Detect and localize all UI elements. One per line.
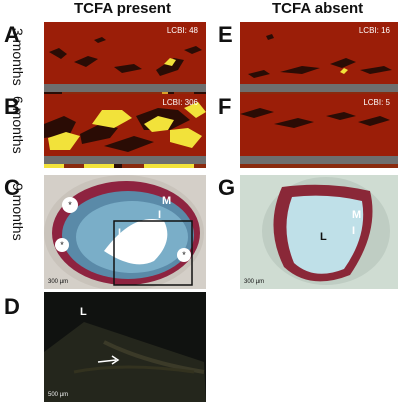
- panel-g-histology: L M I 300 µm: [240, 175, 398, 289]
- panel-d-histology: L 500 µm: [44, 292, 206, 402]
- panel-letter-g: G: [218, 175, 236, 200]
- panel-d-histology-art: [44, 292, 206, 402]
- panel-a-lcbi: LCBI: 48: [166, 26, 198, 35]
- panel-e-lcbi: LCBI: 16: [358, 26, 390, 35]
- svg-text:*: *: [68, 200, 72, 210]
- panel-letter-e: E: [218, 22, 233, 47]
- panel-d-lumen-label: L: [80, 306, 87, 318]
- panel-e-chemogram: LCBI: 16: [240, 22, 398, 96]
- panel-g-media-label: M: [352, 209, 362, 221]
- panel-a-chemogram: LCBI: 48: [44, 22, 206, 96]
- panel-letter-d: D: [4, 294, 20, 319]
- panel-letter-b: B: [4, 94, 20, 119]
- panel-g-histology-art: [262, 177, 390, 285]
- panel-c-lumen-label: L: [118, 227, 125, 239]
- panel-a-chemogram-art: [49, 37, 202, 76]
- panel-c-media-label: M: [162, 195, 172, 207]
- panel-b-scalebar: [44, 156, 206, 168]
- panel-f-chemogram-art: [240, 108, 390, 128]
- panel-c-scale-label: 300 µm: [48, 279, 69, 285]
- panel-d-scale-label: 500 µm: [48, 392, 69, 398]
- panel-f-chemogram: LCBI: 5: [240, 94, 398, 168]
- panel-c-intima-label: I: [158, 209, 162, 221]
- panel-f-lcbi: LCBI: 5: [363, 98, 390, 107]
- panel-letter-a: A: [4, 22, 20, 47]
- header-tcfa-present: TCFA present: [74, 0, 171, 17]
- header-tcfa-absent: TCFA absent: [272, 0, 364, 17]
- svg-text:*: *: [60, 240, 64, 250]
- panel-letter-f: F: [218, 94, 232, 119]
- panel-b-colorstrip-art: [44, 164, 194, 168]
- svg-text:*: *: [182, 250, 186, 260]
- panel-b-chemogram-art: [44, 102, 206, 152]
- panel-f-scalebar: [240, 156, 398, 168]
- panel-letter-c: C: [4, 175, 20, 200]
- panel-b-chemogram: LCBI: 306: [44, 94, 206, 168]
- panel-g-intima-label: I: [352, 225, 356, 237]
- panel-g-lumen-label: L: [320, 231, 327, 243]
- panel-g-scale-label: 300 µm: [244, 279, 265, 285]
- panel-c-histology: * * * L M I 300 µm: [44, 175, 206, 289]
- panel-c-histology-art: * * *: [44, 175, 204, 289]
- panel-b-lcbi: LCBI: 306: [162, 98, 198, 107]
- panel-e-chemogram-art: [248, 34, 392, 78]
